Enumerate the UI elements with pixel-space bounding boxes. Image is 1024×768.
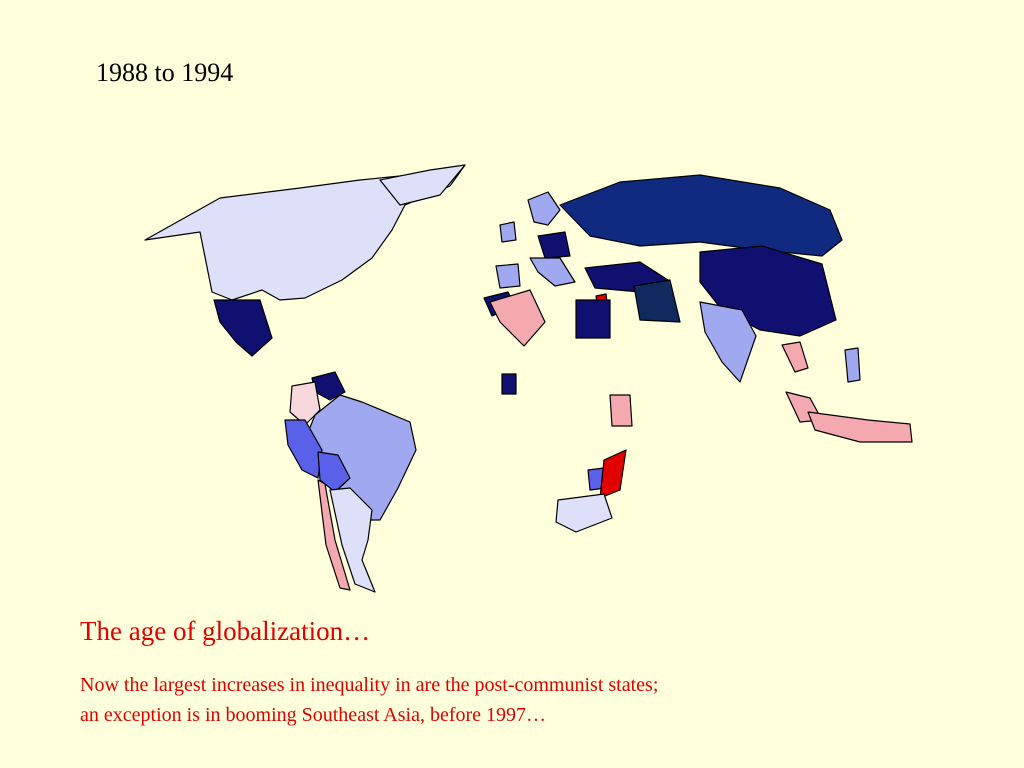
north-america [144, 164, 466, 301]
slide-heading: The age of globalization… [80, 616, 371, 646]
scandinavia [527, 191, 561, 226]
colombia [289, 381, 321, 426]
chile [317, 479, 351, 591]
world-map [144, 164, 913, 593]
south-africa [555, 493, 613, 533]
mexico [213, 299, 273, 357]
spain [495, 263, 521, 289]
uk [499, 221, 517, 243]
peru [284, 419, 323, 479]
mozambique [599, 449, 627, 499]
russia [559, 174, 843, 257]
argentina [329, 487, 376, 593]
bolivia [317, 451, 351, 493]
kenya [609, 394, 633, 427]
slide-title: 1988 to 1994 [96, 58, 234, 87]
philippines [844, 347, 861, 383]
central-europe [537, 231, 571, 259]
india [699, 301, 757, 383]
greenland [379, 164, 466, 206]
indonesia [807, 411, 913, 443]
thailand [781, 341, 809, 373]
body-text: Now the largest increases in inequality … [80, 674, 659, 696]
body-text: an exception is in booming Southeast Asi… [80, 704, 547, 726]
ivory-coast [501, 373, 517, 395]
egypt [575, 299, 611, 339]
algeria [489, 289, 546, 347]
italy-balkans [529, 257, 576, 287]
iran [633, 279, 681, 323]
